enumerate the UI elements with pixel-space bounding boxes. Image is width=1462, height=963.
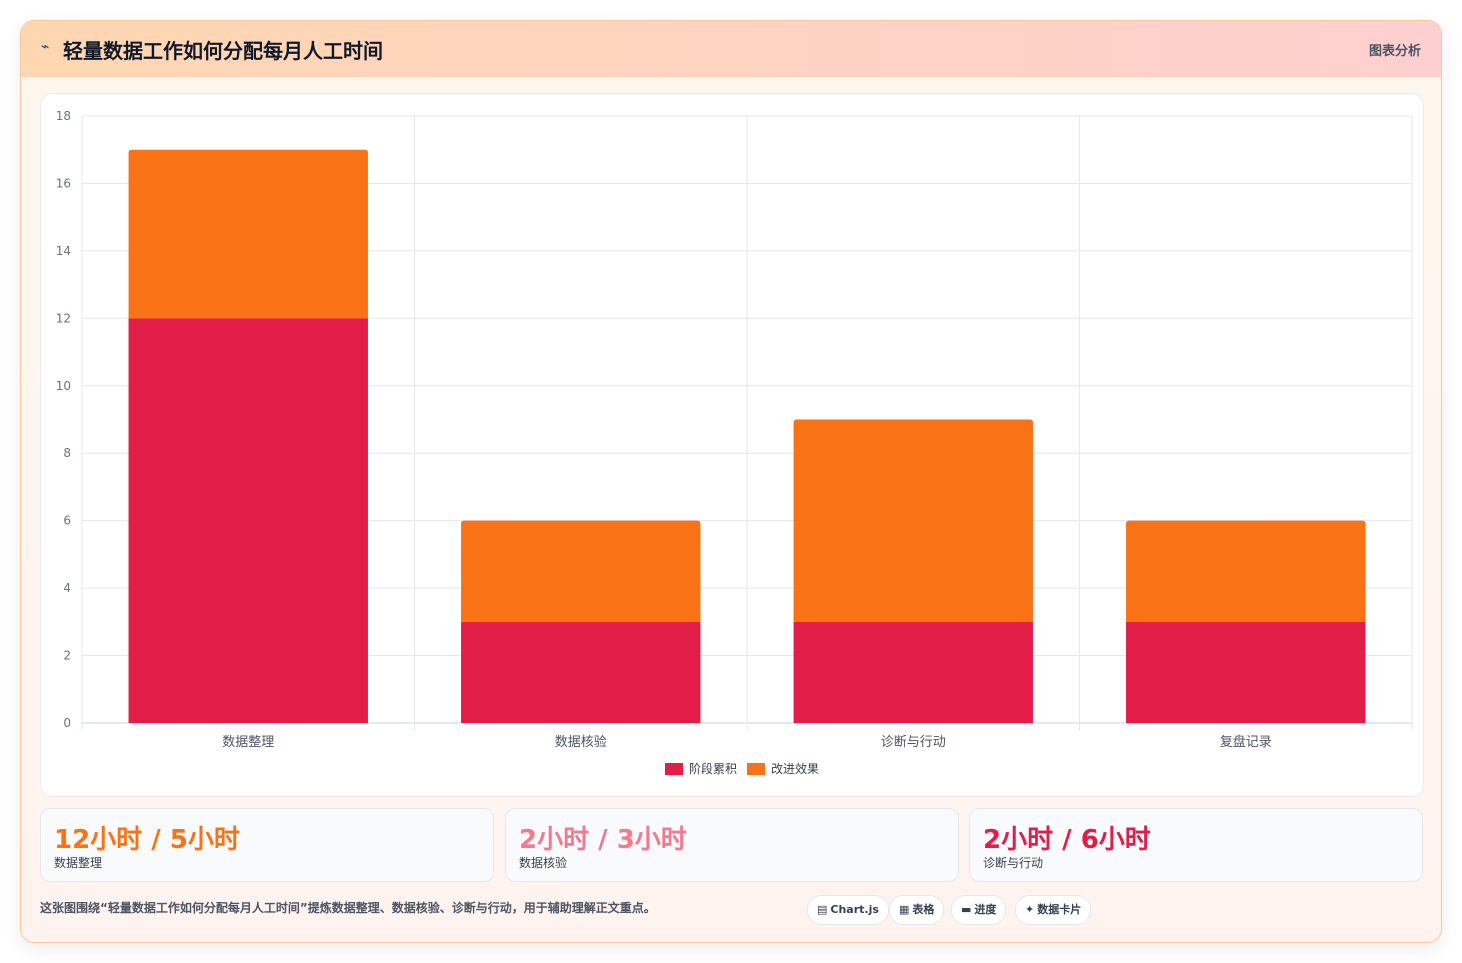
stat-card-1: 12小时 / 5小时 数据整理	[40, 808, 494, 882]
header-tag: 图表分析	[1368, 44, 1421, 59]
stat-label: 数据整理	[54, 856, 103, 870]
stat-label: 诊断与行动	[983, 856, 1044, 870]
chart-line-icon: ⌁	[41, 39, 50, 55]
bar-1	[793, 621, 1033, 723]
x-tick-label: 数据整理	[222, 735, 274, 750]
y-tick-label: 10	[56, 379, 71, 393]
card-header: ⌁ 轻量数据工作如何分配每月人工时间 图表分析	[21, 21, 1441, 77]
stat-card-3: 2小时 / 6小时 诊断与行动	[969, 808, 1423, 882]
legend-swatch	[665, 763, 683, 775]
stat-card-2: 2小时 / 3小时 数据核验	[505, 808, 959, 882]
chart-area: 0 2 4 6 8 10 12 14 16 18 数据整理 数据核验 诊断与行动 复盘记录阶段累积 改进效果	[40, 93, 1424, 797]
bar-2	[1126, 520, 1366, 622]
y-tick-label: 6	[63, 514, 71, 528]
y-tick-label: 14	[56, 244, 71, 258]
stat-value: 12小时 / 5小时	[54, 825, 240, 855]
y-tick-label: 16	[56, 176, 71, 190]
bar-2	[128, 149, 368, 319]
y-tick-label: 18	[56, 109, 71, 123]
pill-label: 表格	[912, 903, 935, 916]
pill-table[interactable]: ▦ 表格	[889, 895, 945, 925]
pill-data-card[interactable]: ✦ 数据卡片	[1015, 895, 1092, 925]
x-tick-label: 复盘记录	[1220, 734, 1272, 750]
stat-label: 数据核验	[519, 856, 568, 870]
chart-caption: 这张图围绕“轻量数据工作如何分配每月人工时间”提炼数据整理、数据核验、诊断与行动…	[40, 901, 656, 915]
pill-label: 进度	[974, 903, 997, 916]
legend-label: 改进效果	[771, 761, 819, 776]
bar-2	[461, 520, 701, 622]
sparkle-icon: ✦	[1025, 903, 1035, 916]
chart-card: ⌁ 轻量数据工作如何分配每月人工时间 图表分析 0 2 4 6 8 10 12 14 16 18 数…	[20, 20, 1442, 943]
bar-1	[1126, 621, 1366, 723]
y-tick-label: 4	[63, 581, 71, 595]
pill-label: 数据卡片	[1037, 903, 1082, 916]
legend-label: 阶段累积	[689, 761, 737, 776]
chart-icon: ▤	[817, 903, 828, 916]
y-tick-label: 12	[56, 311, 71, 325]
legend-swatch	[747, 763, 765, 775]
bar-2	[793, 419, 1033, 622]
stat-value: 2小时 / 6小时	[983, 825, 1151, 855]
table-icon: ▦	[899, 903, 910, 916]
y-tick-label: 8	[63, 446, 71, 460]
pill-progress[interactable]: ▬ 进度	[951, 895, 1007, 925]
bar-1	[461, 621, 701, 723]
x-tick-label: 数据核验	[555, 734, 607, 750]
card-title: 轻量数据工作如何分配每月人工时间	[63, 39, 383, 63]
bar-1	[128, 318, 368, 723]
pill-label: Chart.js	[830, 903, 879, 916]
y-tick-label: 0	[63, 716, 71, 730]
progress-icon: ▬	[961, 903, 972, 916]
y-tick-label: 2	[63, 649, 71, 663]
stat-value: 2小时 / 3小时	[519, 825, 687, 855]
x-tick-label: 诊断与行动	[881, 735, 946, 750]
pill-chartjs[interactable]: ▤ Chart.js	[807, 895, 889, 925]
